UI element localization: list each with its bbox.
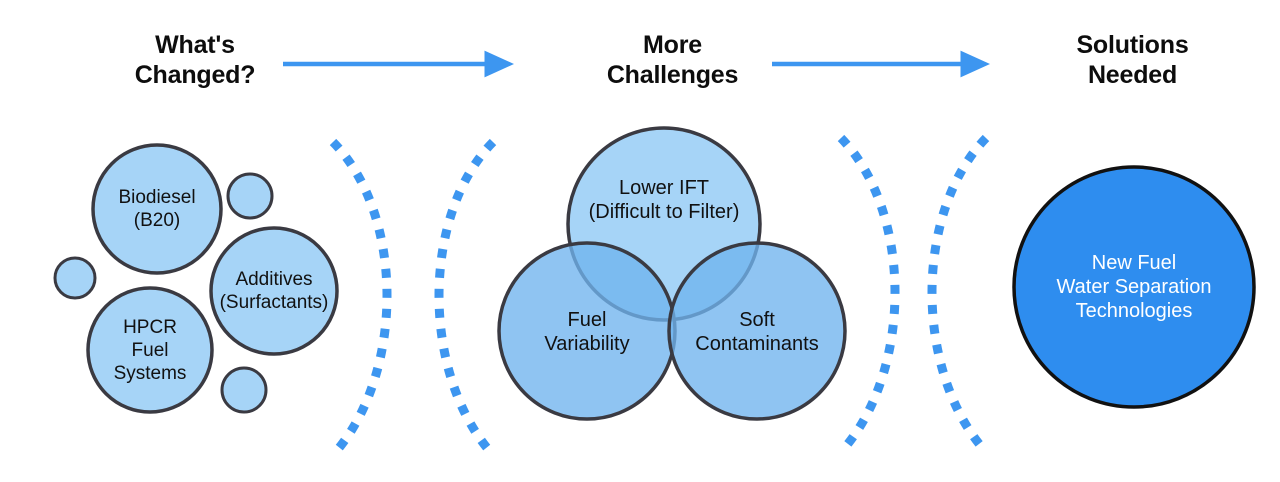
header-solutions-needed: Solutions Needed xyxy=(1076,31,1189,89)
bubble-blank-left[interactable] xyxy=(53,256,97,300)
header-more-challenges: More Challenges xyxy=(606,31,739,89)
bubble-blank-top[interactable] xyxy=(226,172,274,220)
bubble-blank-bottom[interactable] xyxy=(220,366,268,414)
divider-1-right xyxy=(434,138,497,459)
changes-bubbles xyxy=(53,143,339,414)
bubble-biodiesel[interactable] xyxy=(91,143,223,275)
solutions-bubble xyxy=(1012,165,1256,409)
bubble-additives-surfactants[interactable] xyxy=(209,226,339,356)
bubble-soft-contaminants[interactable] xyxy=(667,241,847,421)
divider-2-left xyxy=(837,134,900,456)
divider-2-right xyxy=(927,134,990,456)
divider-1-left xyxy=(329,138,392,459)
bubble-new-fuel-water-separation[interactable] xyxy=(1012,165,1256,409)
challenges-venn xyxy=(497,126,847,421)
header-whats-changed: What's Changed? xyxy=(134,31,256,89)
bubble-hpcr-fuel-systems[interactable] xyxy=(86,286,214,414)
bubble-fuel-variability[interactable] xyxy=(497,241,677,421)
